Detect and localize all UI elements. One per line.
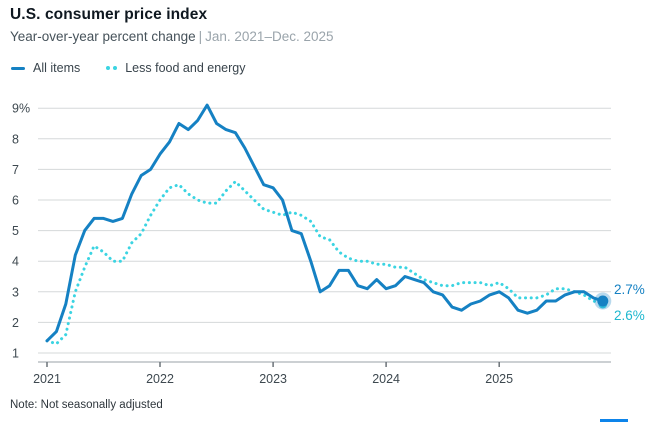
x-axis-label: 2021: [33, 372, 61, 386]
x-axis-label: 2024: [372, 372, 400, 386]
footnote: Note: Not seasonally adjusted: [10, 399, 163, 411]
end-value-label-less-food-energy: 2.6%: [614, 308, 645, 323]
subtitle-separator: |: [198, 29, 203, 44]
legend-item-all-items: All items: [11, 61, 80, 75]
x-axis-label: 2023: [259, 372, 287, 386]
y-axis-label: 5: [12, 224, 19, 238]
end-value-label-all-items: 2.7%: [614, 282, 645, 297]
legend-label-less-food-energy: Less food and energy: [125, 61, 246, 75]
y-axis-label: 9%: [12, 102, 30, 116]
dotted-line-swatch-icon: [106, 66, 118, 70]
brand-mark: [600, 419, 628, 422]
y-axis-label: 2: [12, 316, 19, 330]
legend-item-less-food-energy: Less food and energy: [106, 61, 245, 75]
end-dot: [597, 295, 609, 307]
solid-line-swatch-icon: [11, 66, 25, 70]
series-line-less-food-energy: [45, 180, 605, 346]
y-axis-label: 8: [12, 132, 19, 146]
x-axis-label: 2022: [146, 372, 174, 386]
legend-label-all-items: All items: [33, 61, 81, 75]
y-axis-label: 6: [12, 194, 19, 208]
page-title: U.S. consumer price index: [10, 6, 208, 23]
subtitle-main: Year-over-year percent change: [10, 29, 196, 44]
y-axis-label: 3: [12, 285, 19, 299]
series-line-all-items: [45, 103, 605, 343]
legend: All items Less food and energy: [11, 61, 245, 75]
chart-subtitle: Year-over-year percent change | Jan. 2021–…: [10, 29, 334, 44]
subtitle-date-range: Jan. 2021–Dec. 2025: [205, 29, 334, 44]
y-axis-label: 4: [12, 255, 19, 269]
y-axis-label: 7: [12, 163, 19, 177]
x-axis-label: 2025: [485, 372, 513, 386]
y-axis-label: 1: [12, 347, 19, 361]
